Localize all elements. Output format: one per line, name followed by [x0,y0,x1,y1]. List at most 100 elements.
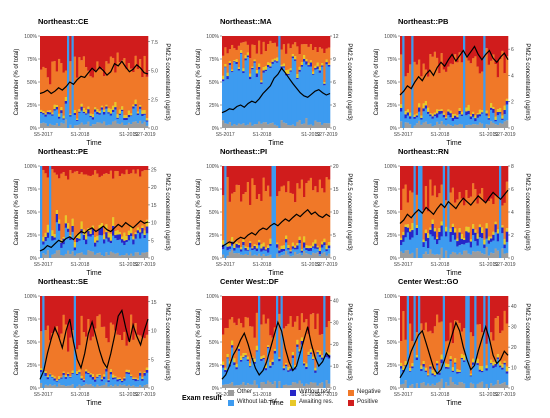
stack-segment [463,240,466,245]
stack-segment [226,357,230,359]
stack-segment [305,166,308,184]
y-left-axis-label: Case number (% of total) [374,49,380,116]
stack-segment [458,52,462,109]
stack-segment [231,69,234,72]
y-right-tick-label: 20 [333,342,339,348]
stack-segment [255,384,259,388]
stack-segment [267,345,270,348]
stack-segment [285,239,288,243]
stack-segment [400,237,403,240]
stack-segment [125,124,129,128]
stack-segment [139,372,142,376]
stack-segment [300,383,304,388]
stack-segment [132,108,135,122]
stack-segment [121,380,124,383]
stack-segment [445,368,448,383]
stack-segment [116,118,120,124]
stack-segment [76,375,79,387]
stack-segment [289,125,293,128]
stack-segment [476,296,480,325]
stack-segment [58,380,61,384]
stack-segment [89,373,93,375]
stack-segment [114,296,117,331]
stack-segment [431,296,435,334]
stack-segment [64,103,68,120]
stack-segment [478,382,482,388]
stack-segment [413,114,417,117]
stack-segment [127,174,131,231]
stack-segment [145,372,149,385]
stack-segment [64,70,68,98]
stack-segment [505,166,509,182]
legend-title: Exam result [182,395,222,402]
stack-segment [53,384,57,388]
stack-segment [46,166,50,178]
stack-segment [51,254,54,258]
stack-segment [69,377,72,386]
stack-segment [76,125,79,128]
stack-segment [503,110,507,115]
stack-segment [62,123,66,128]
stack-segment [422,36,426,64]
stack-segment [467,114,471,125]
stack-segment [226,242,230,247]
stack-segment [422,111,426,123]
stack-segment [44,232,48,237]
y-right-tick-label: 0 [333,256,336,262]
stack-segment [269,365,272,368]
stack-segment [40,111,43,114]
stack-segment [481,110,484,113]
stack-segment [485,228,489,239]
x-tick-label: S5-2017 [394,262,413,268]
stack-segment [321,334,324,356]
stack-segment [303,123,306,128]
stack-segment [58,383,61,388]
stack-segment [143,234,147,239]
stack-segment [433,228,437,232]
stack-segment [58,219,61,224]
stack-segment [503,360,507,363]
stack-segment [233,166,236,193]
stack-segment [273,58,277,61]
stack-segment [127,372,131,375]
stack-segment [125,239,129,243]
stack-segment [314,253,317,258]
stack-segment [46,36,50,78]
stack-segment [109,36,113,57]
y-right-tick-label: 4 [511,73,514,79]
stack-segment [501,123,504,128]
stack-segment [123,120,126,126]
stack-segment [289,253,293,257]
stack-segment [296,121,299,128]
stack-segment [262,166,266,178]
stack-segment [303,55,306,59]
x-tick-label: S1-2019 [301,262,320,268]
stack-segment [476,114,480,118]
stack-segment [116,334,120,378]
stack-segment [125,369,129,373]
stack-segment [273,348,277,351]
stack-segment [314,166,317,187]
stack-segment [80,122,84,128]
stack-segment [228,251,232,258]
stack-segment [287,385,290,388]
stack-segment [406,115,410,123]
stack-segment [260,382,263,388]
stack-segment [424,121,428,128]
stack-segment [318,354,322,357]
stack-segment [404,366,408,381]
stack-segment [409,231,412,240]
stack-segment [294,202,297,246]
stack-segment [132,169,135,237]
stack-segment [409,229,412,232]
stack-segment [123,232,126,241]
stack-segment [121,109,124,112]
stack-segment [499,361,502,366]
y-right-tick-label: 30 [333,320,339,326]
stack-segment [325,64,329,124]
stack-segment [269,382,272,388]
stack-segment [264,370,268,384]
stack-segment [51,240,54,255]
stack-segment [289,36,293,49]
y-right-axis-label: PM2.5 concentration (ug/m3) [524,303,530,380]
